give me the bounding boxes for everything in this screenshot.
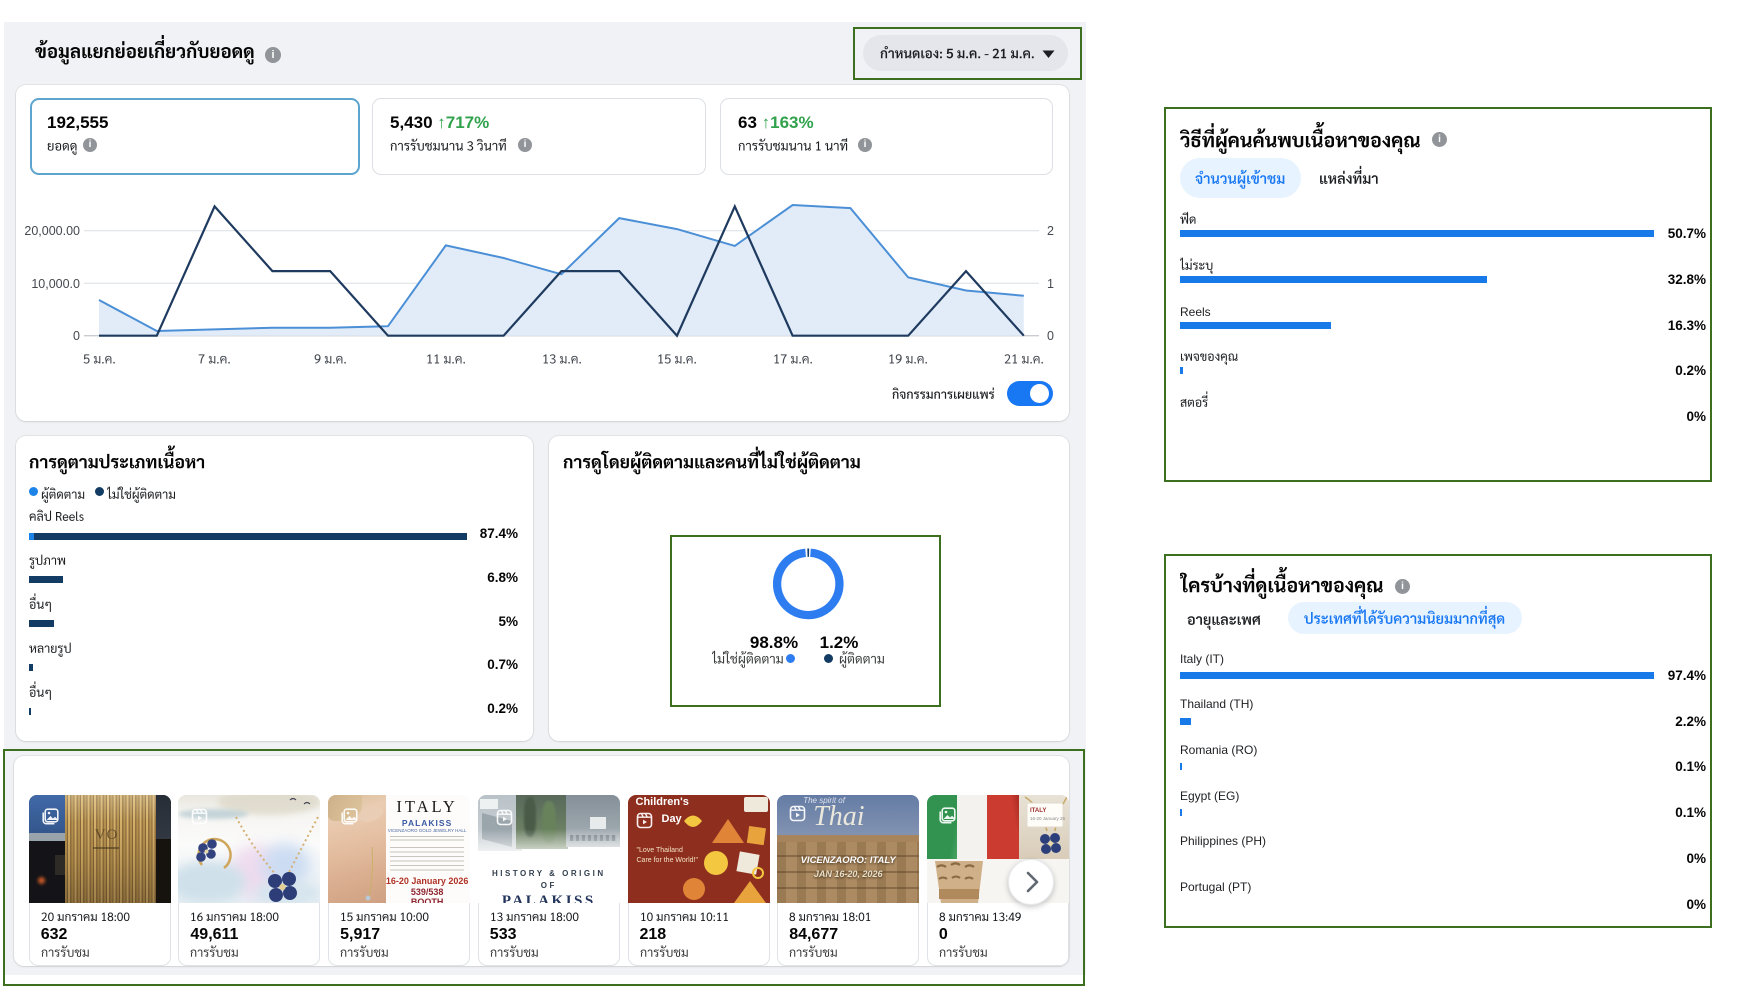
svg-text:ITALY: ITALY bbox=[1030, 808, 1046, 814]
svg-text:16-20 January 26: 16-20 January 26 bbox=[1030, 816, 1066, 821]
